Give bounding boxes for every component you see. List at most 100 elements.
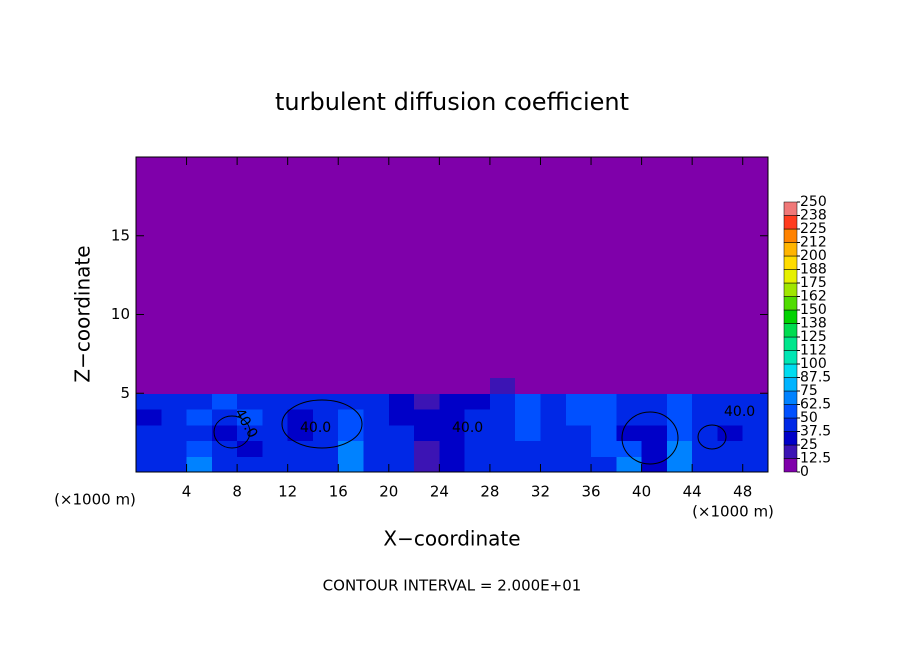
cell — [692, 440, 718, 457]
cell — [464, 456, 491, 473]
colorbar-label: 100 — [800, 356, 827, 372]
x-tick-label: 28 — [480, 483, 499, 501]
colorbar-box — [783, 215, 798, 230]
cell — [515, 157, 541, 378]
cell — [692, 456, 718, 473]
cell — [312, 157, 339, 378]
cell — [136, 424, 162, 441]
cell — [641, 424, 668, 441]
x-tick-label: 36 — [581, 483, 600, 501]
cell — [186, 456, 213, 473]
cell — [616, 409, 643, 426]
cell — [414, 409, 440, 426]
cell — [388, 157, 415, 378]
colorbar-box — [783, 417, 798, 432]
cell — [641, 456, 668, 473]
x-tick-label: 12 — [278, 483, 297, 501]
colorbar-label: 37.5 — [800, 424, 831, 440]
cell — [464, 157, 491, 378]
cell — [161, 157, 188, 378]
cell — [565, 409, 592, 426]
cell — [489, 393, 516, 410]
cell — [591, 377, 617, 394]
contour-label: 40.0 — [724, 404, 755, 420]
cell — [312, 440, 339, 457]
colorbar-box — [783, 444, 798, 459]
contour — [697, 424, 727, 450]
colorbar-label: 125 — [800, 329, 827, 345]
x-tick-label: 8 — [232, 483, 242, 501]
cell — [692, 157, 718, 378]
colorbar-label: 188 — [800, 262, 827, 278]
cell — [287, 409, 314, 426]
colorbar-label: 238 — [800, 208, 827, 224]
cell — [262, 157, 289, 378]
cell — [287, 456, 314, 473]
cell — [338, 377, 365, 394]
cell — [742, 409, 769, 426]
cell — [363, 377, 390, 394]
cell — [136, 377, 162, 394]
cell — [287, 440, 314, 457]
colorbar-box — [783, 269, 798, 284]
cell — [717, 409, 744, 426]
cell — [136, 409, 162, 426]
cell — [742, 424, 769, 441]
cell — [515, 377, 541, 394]
y-tick-label: 10 — [111, 305, 130, 323]
cell — [161, 393, 188, 410]
cell — [515, 456, 541, 473]
x-tick-label: 20 — [379, 483, 398, 501]
cell — [717, 440, 744, 457]
cell — [287, 157, 314, 378]
cell — [211, 393, 238, 410]
cell — [237, 456, 263, 473]
cell — [186, 440, 213, 457]
cell — [262, 456, 289, 473]
field — [136, 157, 769, 473]
x-unit-label: (×1000 m) — [54, 491, 136, 509]
cell — [136, 440, 162, 457]
cell — [338, 440, 365, 457]
cell — [666, 456, 693, 473]
cell — [211, 456, 238, 473]
cell — [338, 456, 365, 473]
cell — [540, 409, 567, 426]
cell — [692, 377, 718, 394]
colorbar-label: 87.5 — [800, 370, 831, 386]
cell — [312, 456, 339, 473]
cell — [591, 424, 617, 441]
cell — [287, 424, 314, 441]
cell — [439, 393, 466, 410]
colorbar-box — [783, 255, 798, 270]
y-tick-label: 15 — [111, 226, 130, 244]
cell — [666, 393, 693, 410]
colorbar-box — [783, 242, 798, 257]
colorbar-label: 225 — [800, 221, 827, 237]
colorbar-label: 75 — [800, 383, 818, 399]
colorbar-label: 162 — [800, 289, 827, 305]
cell — [464, 377, 491, 394]
cell — [388, 456, 415, 473]
cell — [717, 157, 744, 378]
cell — [186, 409, 213, 426]
cell — [717, 377, 744, 394]
cell — [515, 424, 541, 441]
cell — [742, 456, 769, 473]
cell — [262, 409, 289, 426]
cell — [237, 440, 263, 457]
x-tick-label: 40 — [632, 483, 651, 501]
cell — [363, 393, 390, 410]
cell — [641, 393, 668, 410]
cell — [237, 393, 263, 410]
cell — [439, 456, 466, 473]
cell — [666, 409, 693, 426]
cell — [692, 424, 718, 441]
cell — [414, 377, 440, 394]
cell — [262, 393, 289, 410]
cell — [388, 409, 415, 426]
cell — [591, 456, 617, 473]
cell — [312, 377, 339, 394]
colorbar-label: 212 — [800, 235, 827, 251]
